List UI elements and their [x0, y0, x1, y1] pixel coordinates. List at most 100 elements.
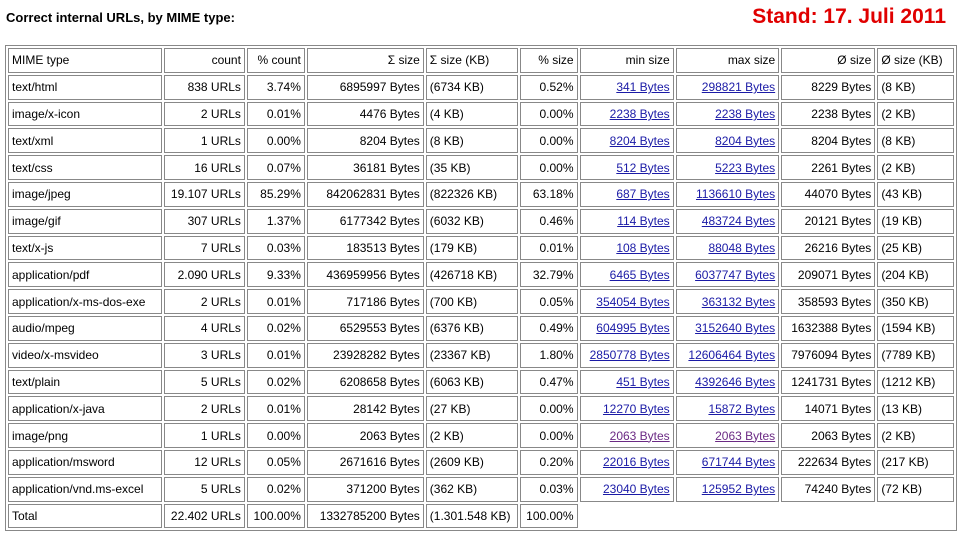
cell: 363132 Bytes — [675, 289, 780, 314]
cell: 436959956 Bytes — [306, 262, 424, 288]
size-link[interactable]: 687 Bytes — [616, 187, 670, 202]
cell: 8204 Bytes — [675, 128, 780, 154]
cell: application/msword — [8, 449, 163, 475]
cell: % count — [246, 48, 305, 73]
cell: 1136610 Bytes — [675, 181, 780, 207]
size-link[interactable]: 8204 Bytes — [609, 133, 670, 148]
data-row: text/css 16 URLs 0.07% 36181 Bytes (35 KB) 0.… — [8, 155, 954, 180]
cell: 6465 Bytes — [579, 262, 674, 288]
size-link[interactable]: 451 Bytes — [616, 374, 670, 389]
cell: (23367 KB) — [425, 342, 518, 368]
size-link[interactable]: 5223 Bytes — [715, 160, 776, 175]
cell: (2 KB) — [877, 423, 954, 448]
cell: 371200 Bytes — [306, 476, 424, 502]
size-link[interactable]: 604995 Bytes — [596, 321, 670, 336]
cell: 842062831 Bytes — [306, 181, 424, 207]
data-row: application/msword 12 URLs 0.05% 2671616 By… — [8, 449, 954, 475]
cell: 2261 Bytes — [781, 155, 876, 180]
size-link[interactable]: 12270 Bytes — [602, 401, 670, 416]
size-link[interactable]: 125952 Bytes — [701, 482, 776, 497]
size-link[interactable]: 2850778 Bytes — [589, 348, 670, 363]
cell: 22.402 URLs — [164, 503, 245, 529]
cell: 512 Bytes — [579, 155, 674, 180]
cell: 63.18% — [519, 181, 578, 207]
cell: 2671616 Bytes — [306, 449, 424, 475]
cell: 0.01% — [519, 235, 578, 261]
data-row: application/x-ms-dos-exe 2 URLs 0.01% 71718… — [8, 289, 954, 314]
cell: min size — [579, 48, 674, 73]
cell: (8 KB) — [877, 128, 954, 154]
size-link[interactable]: 8204 Bytes — [715, 133, 776, 148]
cell: 5223 Bytes — [675, 155, 780, 180]
cell: 3152640 Bytes — [675, 315, 780, 341]
cell: 3 URLs — [164, 342, 245, 368]
cell: 451 Bytes — [579, 369, 674, 395]
size-link[interactable]: 363132 Bytes — [701, 294, 776, 309]
size-link[interactable]: 6037747 Bytes — [695, 267, 776, 282]
cell: 1332785200 Bytes — [306, 503, 424, 529]
cell: 15872 Bytes — [675, 396, 780, 422]
total-row: Total 22.402 URLs 100.00% 1332785200 Bytes(… — [8, 503, 954, 529]
cell: (6376 KB) — [425, 315, 518, 341]
cell: 6177342 Bytes — [306, 208, 424, 234]
cell: 85.29% — [246, 181, 305, 207]
cell: (19 KB) — [877, 208, 954, 234]
size-link[interactable]: 23040 Bytes — [602, 482, 670, 497]
cell: 2238 Bytes — [579, 101, 674, 127]
size-link[interactable]: 2063 Bytes — [715, 428, 776, 443]
size-link[interactable]: 1136610 Bytes — [695, 187, 776, 202]
size-link[interactable]: 483724 Bytes — [701, 214, 776, 229]
size-link[interactable]: 512 Bytes — [616, 160, 670, 175]
cell: 2063 Bytes — [306, 423, 424, 448]
size-link[interactable]: 2063 Bytes — [609, 428, 670, 443]
cell: 1.80% — [519, 342, 578, 368]
cell: 1.37% — [246, 208, 305, 234]
size-link[interactable]: 341 Bytes — [616, 80, 670, 95]
size-link[interactable]: 114 Bytes — [617, 214, 670, 229]
cell: 5 URLs — [164, 476, 245, 502]
cell: 483724 Bytes — [675, 208, 780, 234]
cell: (6063 KB) — [425, 369, 518, 395]
cell: (700 KB) — [425, 289, 518, 314]
size-link[interactable]: 3152640 Bytes — [695, 321, 776, 336]
cell: (13 KB) — [877, 396, 954, 422]
size-link[interactable]: 15872 Bytes — [708, 401, 776, 416]
cell: (7789 KB) — [877, 342, 954, 368]
size-link[interactable]: 2238 Bytes — [715, 106, 776, 121]
cell: 8204 Bytes — [579, 128, 674, 154]
cell: Ø size (KB) — [877, 48, 954, 73]
size-link[interactable]: 12606464 Bytes — [688, 348, 776, 363]
cell: 44070 Bytes — [781, 181, 876, 207]
cell: 671744 Bytes — [675, 449, 780, 475]
size-link[interactable]: 22016 Bytes — [602, 455, 670, 470]
cell: (1212 KB) — [877, 369, 954, 395]
header-row: MIME type count% count Σ size Σ size (KB)% … — [8, 48, 954, 73]
cell: 604995 Bytes — [579, 315, 674, 341]
cell: 0.01% — [246, 289, 305, 314]
cell: 5 URLs — [164, 369, 245, 395]
cell: 32.79% — [519, 262, 578, 288]
cell: 74240 Bytes — [781, 476, 876, 502]
size-link[interactable]: 354054 Bytes — [596, 294, 670, 309]
cell: 2 URLs — [164, 396, 245, 422]
cell: 0.00% — [519, 396, 578, 422]
cell: 0.00% — [519, 155, 578, 180]
cell: (6032 KB) — [425, 208, 518, 234]
cell: 28142 Bytes — [306, 396, 424, 422]
size-link[interactable]: 6465 Bytes — [609, 267, 670, 282]
cell: 2850778 Bytes — [579, 342, 674, 368]
size-link[interactable]: 4392646 Bytes — [695, 374, 776, 389]
cell: 114 Bytes — [579, 208, 674, 234]
cell: 0.46% — [519, 208, 578, 234]
cell: 0.01% — [246, 342, 305, 368]
cell: 6895997 Bytes — [306, 74, 424, 100]
size-link[interactable]: 88048 Bytes — [708, 240, 776, 255]
cell: text/xml — [8, 128, 163, 154]
size-link[interactable]: 298821 Bytes — [701, 80, 776, 95]
cell: 0.20% — [519, 449, 578, 475]
size-link[interactable]: 2238 Bytes — [609, 106, 670, 121]
size-link[interactable]: 671744 Bytes — [701, 455, 776, 470]
cell: text/x-js — [8, 235, 163, 261]
size-link[interactable]: 108 Bytes — [616, 240, 670, 255]
cell: 354054 Bytes — [579, 289, 674, 314]
